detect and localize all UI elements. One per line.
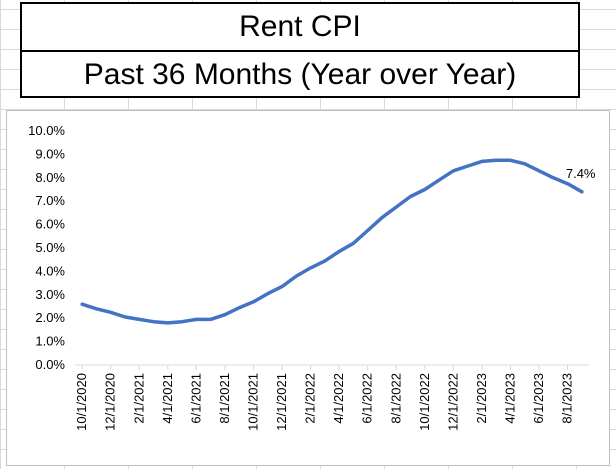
series-line xyxy=(80,158,584,325)
x-tick-label: 8/1/2022 xyxy=(388,373,403,424)
y-tick-label: 10.0% xyxy=(28,123,65,138)
y-tick-label: 8.0% xyxy=(35,170,65,185)
y-tick-label: 1.0% xyxy=(35,334,65,349)
y-tick-label: 3.0% xyxy=(35,287,65,302)
y-tick-label: 2.0% xyxy=(35,310,65,325)
x-tick-label: 8/1/2021 xyxy=(217,373,232,424)
y-tick-label: 0.0% xyxy=(35,357,65,372)
y-tick-label: 7.0% xyxy=(35,193,65,208)
x-tick-label: 10/1/2022 xyxy=(417,373,432,431)
x-tick-label: 6/1/2023 xyxy=(531,373,546,424)
x-tick-label: 12/1/2022 xyxy=(445,373,460,431)
y-tick-label: 6.0% xyxy=(35,217,65,232)
x-tick-label: 12/1/2020 xyxy=(103,373,118,431)
line-chart: 0.0% 1.0% 2.0% 3.0% 4.0% 5.0% 6.0% 7.0% 8.0% 9.0%… xyxy=(28,123,596,431)
x-tick-label: 2/1/2022 xyxy=(303,373,318,424)
x-tick-label: 2/1/2021 xyxy=(131,373,146,424)
x-tick-label: 2/1/2023 xyxy=(474,373,489,424)
x-tick-label: 10/1/2020 xyxy=(74,373,89,431)
chart-title: Rent CPI xyxy=(22,4,578,52)
x-tick-label: 8/1/2023 xyxy=(560,373,575,424)
chart-subtitle: Past 36 Months (Year over Year) xyxy=(83,58,517,91)
y-tick-label: 4.0% xyxy=(35,263,65,278)
y-tick-label: 9.0% xyxy=(35,146,65,161)
y-tick-label: 5.0% xyxy=(35,240,65,255)
x-tick-label: 4/1/2022 xyxy=(331,373,346,424)
x-tick-label: 10/1/2021 xyxy=(245,373,260,431)
x-tick-label: 12/1/2021 xyxy=(274,373,289,431)
chart-area[interactable]: 0.0% 1.0% 2.0% 3.0% 4.0% 5.0% 6.0% 7.0% 8.0% 9.0%… xyxy=(6,110,610,466)
x-tick-label: 4/1/2023 xyxy=(502,373,517,424)
x-tick-label: 6/1/2021 xyxy=(188,373,203,424)
title-box[interactable]: Rent CPI Past 36 Months (Year over Year) xyxy=(20,2,580,98)
x-tick-label: 4/1/2021 xyxy=(160,373,175,424)
data-label: 7.4% xyxy=(566,166,596,181)
x-tick-label: 6/1/2022 xyxy=(360,373,375,424)
